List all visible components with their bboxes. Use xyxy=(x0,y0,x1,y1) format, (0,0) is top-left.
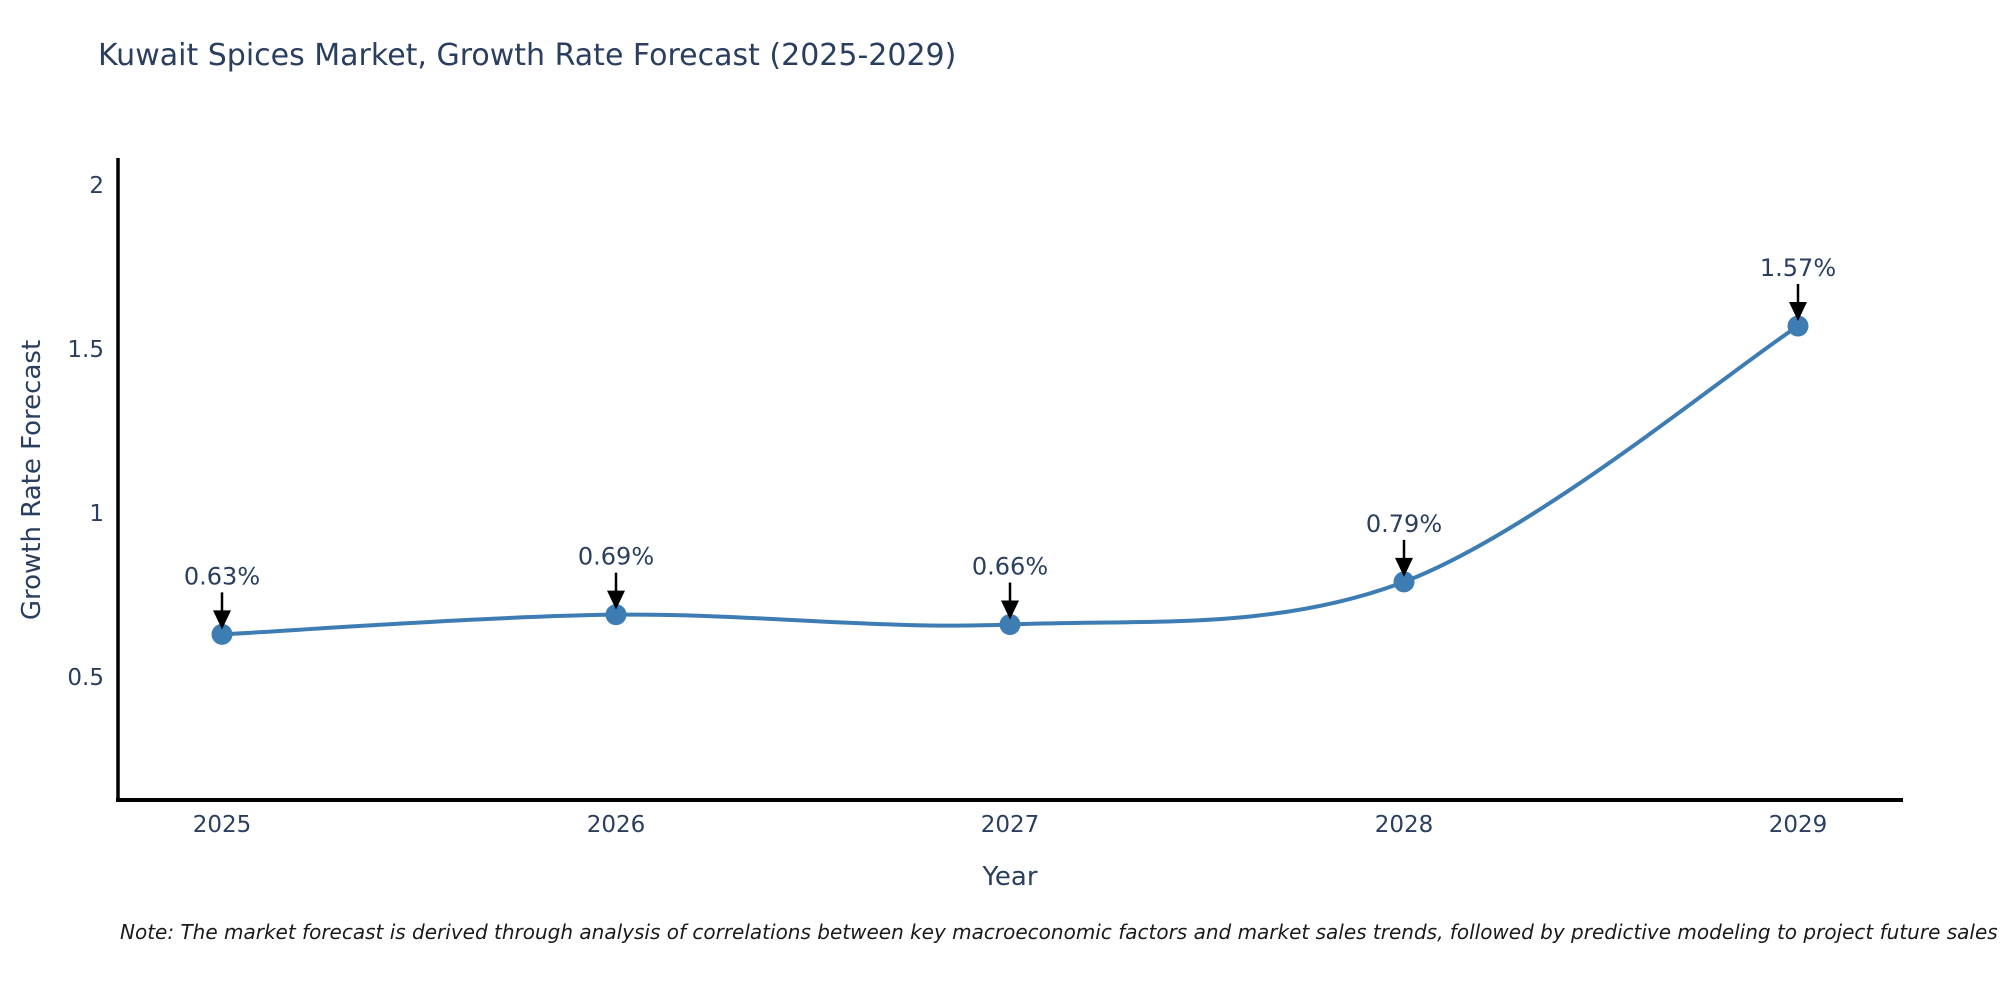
x-tick-label: 2025 xyxy=(193,812,252,838)
x-tick-label: 2028 xyxy=(1375,812,1434,838)
point-value-label: 0.66% xyxy=(972,553,1048,581)
y-tick-label: 0.5 xyxy=(67,665,104,691)
annotation-arrowhead-icon xyxy=(1001,600,1019,620)
chart-title: Kuwait Spices Market, Growth Rate Foreca… xyxy=(98,38,957,73)
y-tick-label: 2 xyxy=(89,173,104,199)
point-value-label: 0.79% xyxy=(1366,510,1442,538)
y-tick-label: 1 xyxy=(89,501,104,527)
x-axis-title: Year xyxy=(982,862,1038,892)
y-axis-title: Growth Rate Forecast xyxy=(17,339,47,621)
note-text: Note: The market forecast is derived thr… xyxy=(120,920,1998,944)
data-point-marker[interactable] xyxy=(999,614,1021,636)
annotation-arrowhead-icon xyxy=(1789,302,1807,322)
point-value-label: 1.57% xyxy=(1760,254,1836,282)
point-value-label: 0.69% xyxy=(578,543,654,571)
y-tick-label: 1.5 xyxy=(67,337,104,363)
data-point-marker[interactable] xyxy=(211,623,233,645)
x-tick-label: 2027 xyxy=(981,812,1040,838)
data-point-marker[interactable] xyxy=(605,604,627,626)
x-tick-label: 2026 xyxy=(587,812,646,838)
annotation-arrowhead-icon xyxy=(213,610,231,630)
data-point-marker[interactable] xyxy=(1787,315,1809,337)
annotation-arrowhead-icon xyxy=(1395,557,1413,577)
point-value-label: 0.63% xyxy=(184,562,260,590)
annotation-arrowhead-icon xyxy=(607,590,625,610)
data-point-marker[interactable] xyxy=(1393,571,1415,593)
x-tick-label: 2029 xyxy=(1769,812,1828,838)
